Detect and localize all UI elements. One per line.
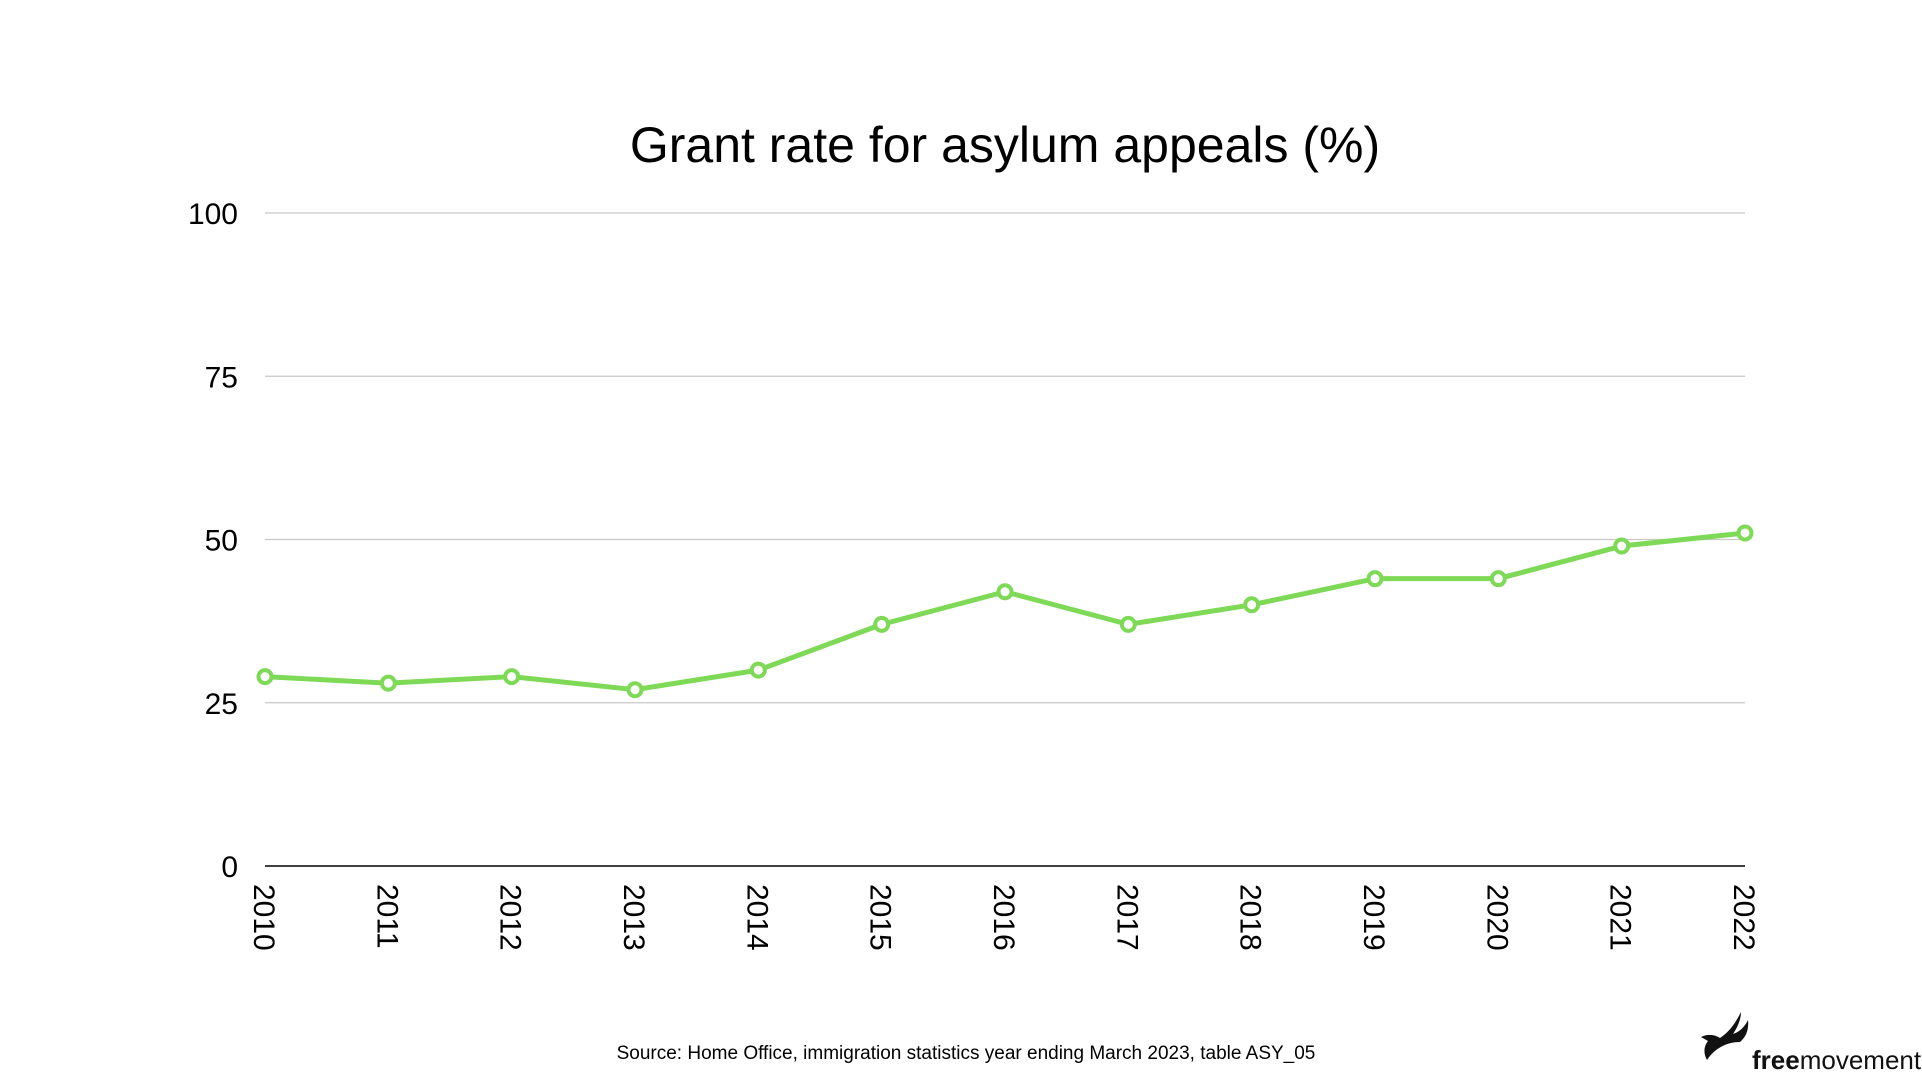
y-tick-label: 100 bbox=[188, 198, 238, 231]
x-tick-label: 2019 bbox=[1357, 884, 1390, 951]
bird-icon bbox=[1701, 1012, 1749, 1060]
x-tick-label: 2014 bbox=[740, 884, 773, 951]
x-tick-label: 2022 bbox=[1727, 884, 1760, 951]
data-point bbox=[1613, 537, 1631, 555]
x-axis: 2010 2011 2012 2013 2014 2015 2016 2017 2018 2019… bbox=[247, 884, 1760, 951]
data-point bbox=[996, 583, 1014, 601]
x-tick-label: 2021 bbox=[1604, 884, 1637, 951]
y-tick-label: 75 bbox=[205, 361, 238, 394]
data-point bbox=[1119, 615, 1137, 633]
data-point bbox=[873, 615, 891, 633]
data-point bbox=[749, 661, 767, 679]
x-tick-label: 2018 bbox=[1234, 884, 1267, 951]
x-tick-label: 2011 bbox=[370, 884, 403, 949]
data-point bbox=[1736, 524, 1754, 542]
x-tick-label: 2012 bbox=[494, 884, 527, 951]
brand-movement: movement bbox=[1800, 1045, 1922, 1075]
data-point bbox=[626, 681, 644, 699]
data-point bbox=[1366, 570, 1384, 588]
brand-free: free bbox=[1752, 1045, 1800, 1075]
y-tick-label: 25 bbox=[205, 688, 238, 721]
y-axis: 0 25 50 75 100 bbox=[188, 198, 238, 884]
x-tick-label: 2017 bbox=[1110, 884, 1143, 951]
data-point bbox=[1243, 596, 1261, 614]
x-tick-label: 2015 bbox=[864, 884, 897, 951]
chart-title: Grant rate for asylum appeals (%) bbox=[630, 117, 1380, 173]
data-point bbox=[503, 668, 521, 686]
brand-wordmark: freemovement bbox=[1752, 1045, 1922, 1075]
y-tick-label: 50 bbox=[205, 525, 238, 558]
freemovement-logo: freemovement bbox=[1701, 1012, 1922, 1075]
series bbox=[256, 524, 1754, 699]
x-tick-label: 2013 bbox=[617, 884, 650, 951]
x-tick-label: 2016 bbox=[987, 884, 1020, 951]
source-note: Source: Home Office, immigration statist… bbox=[617, 1043, 1316, 1064]
data-point bbox=[256, 668, 274, 686]
y-tick-label: 0 bbox=[221, 851, 238, 884]
x-tick-label: 2010 bbox=[247, 884, 280, 951]
x-tick-label: 2020 bbox=[1480, 884, 1513, 951]
data-point bbox=[1489, 570, 1507, 588]
series-line bbox=[262, 530, 1748, 693]
data-point bbox=[379, 674, 397, 692]
gridlines bbox=[265, 212, 1745, 867]
